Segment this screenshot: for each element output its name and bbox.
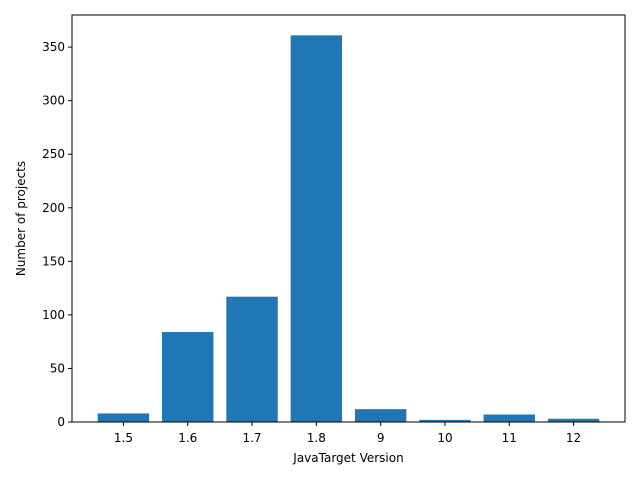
x-tick-label: 1.7 <box>242 431 261 445</box>
x-tick-label: 1.8 <box>307 431 326 445</box>
x-tick-label: 10 <box>437 431 452 445</box>
bar-1.8 <box>290 35 343 422</box>
bar-11 <box>483 414 535 422</box>
y-tick-label: 100 <box>42 308 65 322</box>
y-tick-label: 350 <box>42 40 65 54</box>
x-tick-label: 11 <box>502 431 517 445</box>
bar-9 <box>354 409 407 422</box>
bar-1.6 <box>162 332 214 422</box>
x-axis-label: JavaTarget Version <box>292 451 403 465</box>
bar-1.5 <box>97 413 150 422</box>
bar-10 <box>419 419 471 422</box>
y-axis-label: Number of projects <box>14 161 28 276</box>
y-tick-label: 150 <box>42 254 65 268</box>
y-tick-label: 200 <box>42 201 65 215</box>
y-tick-label: 0 <box>57 415 65 429</box>
x-axis-ticks: 1.5 1.6 1.7 1.8 9 10 11 12 <box>114 422 581 445</box>
bars-layer <box>97 35 600 422</box>
x-tick-label: 1.6 <box>178 431 197 445</box>
bar-1.7 <box>226 296 278 422</box>
x-tick-label: 12 <box>566 431 581 445</box>
x-tick-label: 9 <box>377 431 385 445</box>
y-tick-label: 50 <box>50 361 65 375</box>
y-tick-label: 300 <box>42 94 65 108</box>
x-tick-label: 1.5 <box>114 431 133 445</box>
bar-12 <box>547 418 600 422</box>
y-axis-ticks: 0 50 100 150 200 250 300 350 <box>42 40 72 429</box>
plot-frame <box>71 14 626 423</box>
y-tick-label: 250 <box>42 147 65 161</box>
